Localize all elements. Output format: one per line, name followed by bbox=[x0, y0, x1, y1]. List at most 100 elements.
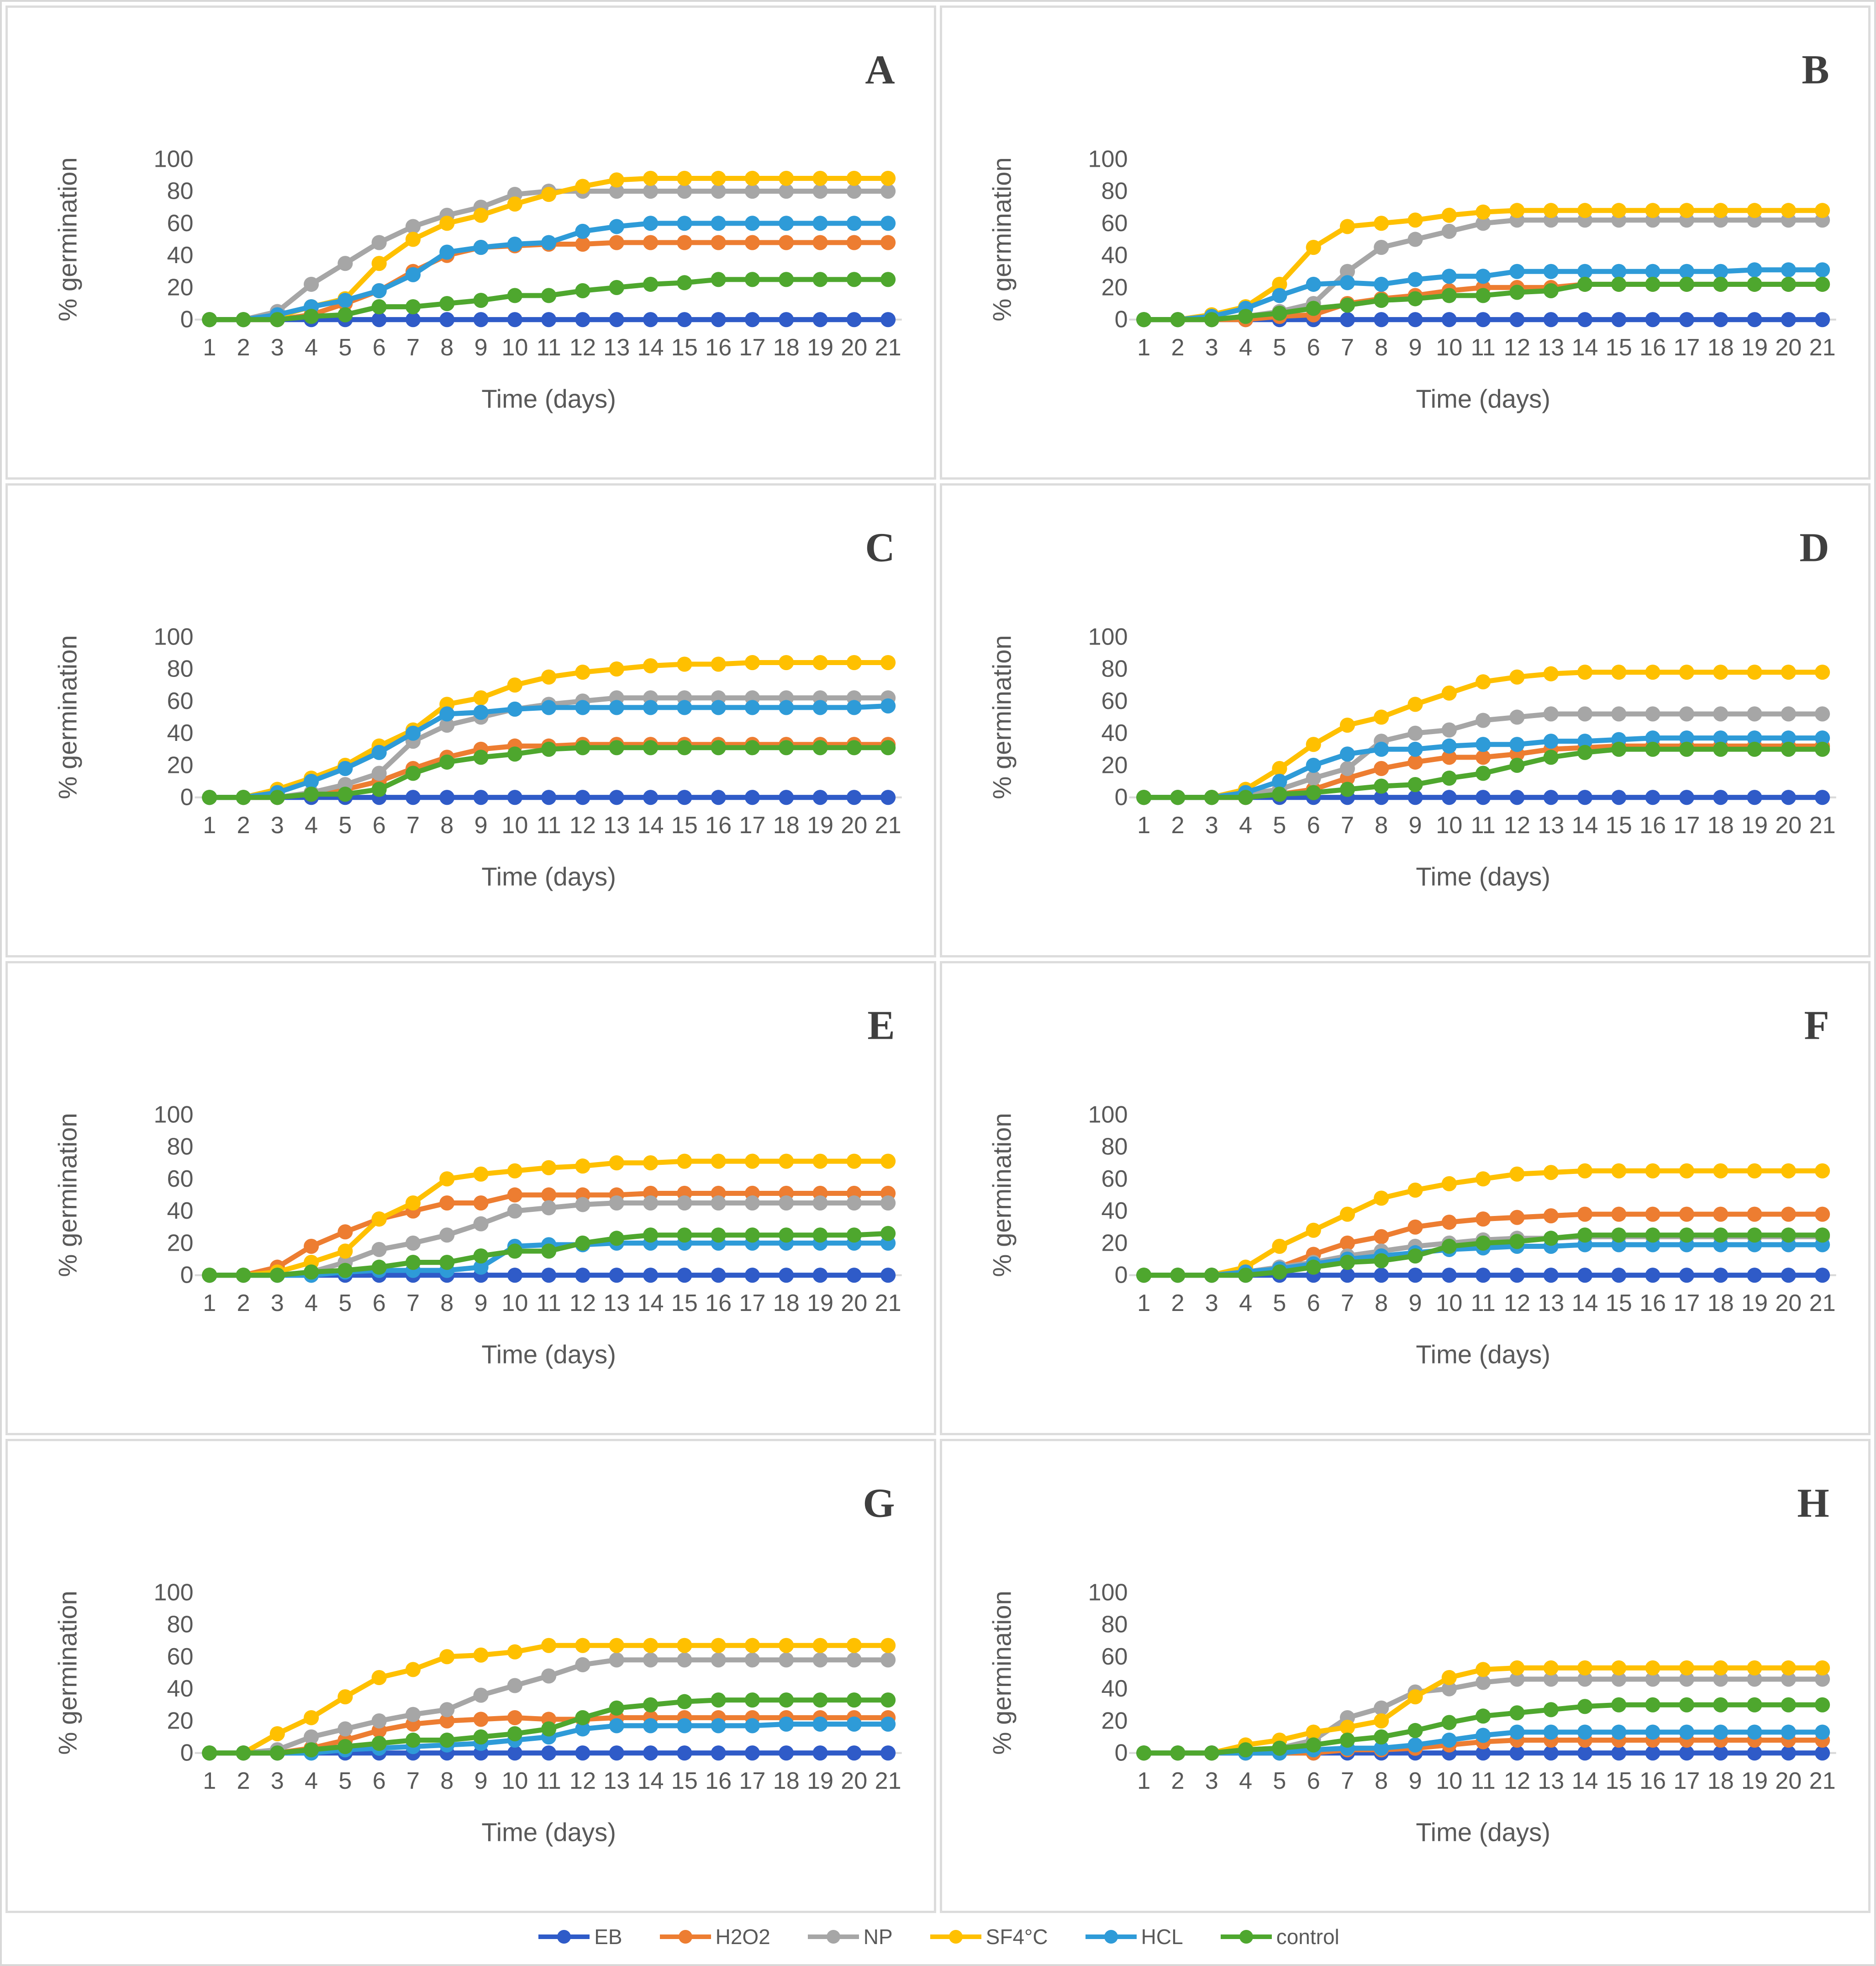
marker bbox=[1374, 761, 1389, 777]
marker bbox=[1815, 1163, 1830, 1179]
legend-item-H2O2: H2O2 bbox=[658, 1924, 770, 1949]
marker bbox=[779, 655, 794, 671]
x-tick: 19 bbox=[807, 334, 833, 361]
x-tick: 8 bbox=[440, 334, 453, 361]
panel-letter: G bbox=[863, 1480, 895, 1526]
x-tick: 10 bbox=[501, 334, 528, 361]
marker bbox=[1815, 1745, 1830, 1761]
marker bbox=[1306, 757, 1321, 773]
marker bbox=[1306, 301, 1321, 316]
marker bbox=[880, 1638, 896, 1653]
marker bbox=[1272, 1238, 1287, 1254]
marker bbox=[1747, 665, 1762, 680]
marker bbox=[1577, 1268, 1593, 1283]
marker bbox=[1747, 262, 1762, 278]
y-tick: 100 bbox=[1088, 624, 1128, 650]
x-tick: 7 bbox=[1341, 1768, 1354, 1794]
marker bbox=[1543, 790, 1559, 805]
marker bbox=[473, 1687, 489, 1703]
marker bbox=[371, 766, 387, 781]
marker bbox=[1374, 239, 1389, 255]
marker bbox=[236, 1268, 251, 1283]
marker bbox=[677, 184, 692, 199]
x-tick: 20 bbox=[1775, 1768, 1802, 1794]
marker bbox=[1170, 790, 1186, 805]
marker bbox=[1339, 1733, 1355, 1748]
marker bbox=[677, 1227, 692, 1243]
marker bbox=[1374, 1190, 1389, 1206]
marker bbox=[1577, 1745, 1593, 1761]
marker bbox=[1441, 1670, 1457, 1686]
marker bbox=[371, 1259, 387, 1275]
marker bbox=[575, 223, 590, 239]
marker bbox=[1306, 1259, 1321, 1275]
marker bbox=[1747, 1227, 1762, 1243]
marker bbox=[1407, 212, 1423, 228]
marker bbox=[1781, 1660, 1796, 1676]
marker bbox=[1781, 1697, 1796, 1712]
x-axis-label: Time (days) bbox=[481, 384, 616, 413]
marker bbox=[609, 1638, 624, 1653]
marker bbox=[1611, 1268, 1627, 1283]
marker bbox=[1747, 706, 1762, 722]
marker bbox=[1577, 1660, 1593, 1676]
y-tick: 40 bbox=[167, 720, 194, 746]
marker bbox=[846, 216, 862, 231]
x-tick: 5 bbox=[1273, 1290, 1286, 1316]
marker bbox=[1781, 1227, 1796, 1243]
x-tick: 17 bbox=[1673, 1290, 1700, 1316]
marker bbox=[1815, 706, 1830, 722]
marker bbox=[779, 1195, 794, 1211]
marker bbox=[1747, 276, 1762, 292]
x-tick: 1 bbox=[1137, 812, 1150, 839]
marker bbox=[269, 1745, 285, 1761]
marker bbox=[711, 740, 726, 756]
marker bbox=[1713, 203, 1728, 218]
x-tick: 18 bbox=[1707, 1768, 1734, 1794]
marker bbox=[1611, 1660, 1627, 1676]
panel-G: G% germination 0 20 40 60 80 100 1 2 3 4 5 6 7 8 9 10 11 1… bbox=[5, 1439, 936, 1913]
y-tick: 100 bbox=[1088, 1580, 1128, 1606]
marker bbox=[677, 235, 692, 250]
marker bbox=[1781, 1745, 1796, 1761]
marker bbox=[643, 700, 659, 715]
marker bbox=[1679, 730, 1694, 746]
marker bbox=[609, 700, 624, 715]
x-tick: 8 bbox=[1375, 1768, 1388, 1794]
marker bbox=[575, 236, 590, 252]
marker bbox=[1645, 665, 1660, 680]
marker bbox=[1543, 1660, 1559, 1676]
legend-dot bbox=[826, 1930, 840, 1944]
y-axis-label: % germination bbox=[988, 635, 1017, 799]
marker bbox=[304, 1238, 319, 1254]
marker bbox=[1543, 283, 1559, 299]
marker bbox=[507, 790, 522, 805]
marker bbox=[507, 701, 522, 717]
marker bbox=[1645, 203, 1660, 218]
marker bbox=[1645, 1268, 1660, 1283]
marker bbox=[812, 1717, 828, 1732]
marker bbox=[1543, 1724, 1559, 1740]
marker bbox=[1306, 771, 1321, 786]
marker bbox=[1543, 1702, 1559, 1718]
marker bbox=[1781, 1268, 1796, 1283]
marker bbox=[812, 700, 828, 715]
marker bbox=[337, 1224, 353, 1240]
x-tick: 4 bbox=[305, 334, 318, 361]
x-tick: 3 bbox=[1205, 812, 1218, 839]
marker bbox=[711, 1638, 726, 1653]
marker bbox=[1509, 1234, 1525, 1249]
marker bbox=[779, 740, 794, 756]
marker bbox=[1781, 665, 1796, 680]
x-tick: 7 bbox=[406, 334, 420, 361]
x-tick: 13 bbox=[1538, 812, 1564, 839]
marker bbox=[812, 1638, 828, 1653]
x-axis-label: Time (days) bbox=[1416, 862, 1550, 891]
marker bbox=[473, 690, 489, 706]
marker bbox=[677, 740, 692, 756]
marker bbox=[1577, 264, 1593, 279]
marker bbox=[846, 272, 862, 287]
y-tick: 0 bbox=[1115, 1740, 1128, 1766]
y-tick: 80 bbox=[167, 656, 194, 682]
marker bbox=[473, 1729, 489, 1745]
